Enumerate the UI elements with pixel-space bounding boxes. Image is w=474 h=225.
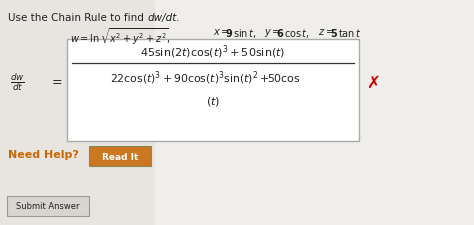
FancyBboxPatch shape <box>67 40 359 141</box>
Text: $45\sin(2t)\cos(t)^3+50\sin(t)$: $45\sin(2t)\cos(t)^3+50\sin(t)$ <box>140 43 286 60</box>
Text: $\mathbf{6}$: $\mathbf{6}$ <box>276 27 284 39</box>
Text: dw/dt.: dw/dt. <box>148 13 181 23</box>
Text: $y=$: $y=$ <box>264 27 281 39</box>
Text: $z=$: $z=$ <box>318 27 334 37</box>
Text: $x=$: $x=$ <box>213 27 230 37</box>
Bar <box>155 0 474 225</box>
Text: Submit Answer: Submit Answer <box>16 202 80 211</box>
Text: $\frac{dw}{dt}$: $\frac{dw}{dt}$ <box>10 71 25 92</box>
Text: $\sin t,$: $\sin t,$ <box>233 27 256 40</box>
Text: $(t)$: $(t)$ <box>206 94 220 108</box>
Text: Use the Chain Rule to find: Use the Chain Rule to find <box>8 13 147 23</box>
Text: ✗: ✗ <box>366 74 380 92</box>
Text: $\mathbf{9}$: $\mathbf{9}$ <box>225 27 233 39</box>
Text: $\mathbf{5}$: $\mathbf{5}$ <box>330 27 338 39</box>
Text: $\cos t,$: $\cos t,$ <box>284 27 310 40</box>
FancyBboxPatch shape <box>7 196 89 216</box>
Text: $\tan t$: $\tan t$ <box>338 27 362 39</box>
Text: =: = <box>52 76 63 89</box>
FancyBboxPatch shape <box>89 146 151 166</box>
Text: Need Help?: Need Help? <box>8 149 79 159</box>
Text: $w = \ln\sqrt{x^2+y^2+z^2},$: $w = \ln\sqrt{x^2+y^2+z^2},$ <box>70 27 171 47</box>
Text: Read It: Read It <box>102 152 138 161</box>
Text: $22\cos(t)^3+90\cos(t)^3\sin(t)^2+\!\!50\cos$: $22\cos(t)^3+90\cos(t)^3\sin(t)^2+\!\!50… <box>109 69 301 86</box>
